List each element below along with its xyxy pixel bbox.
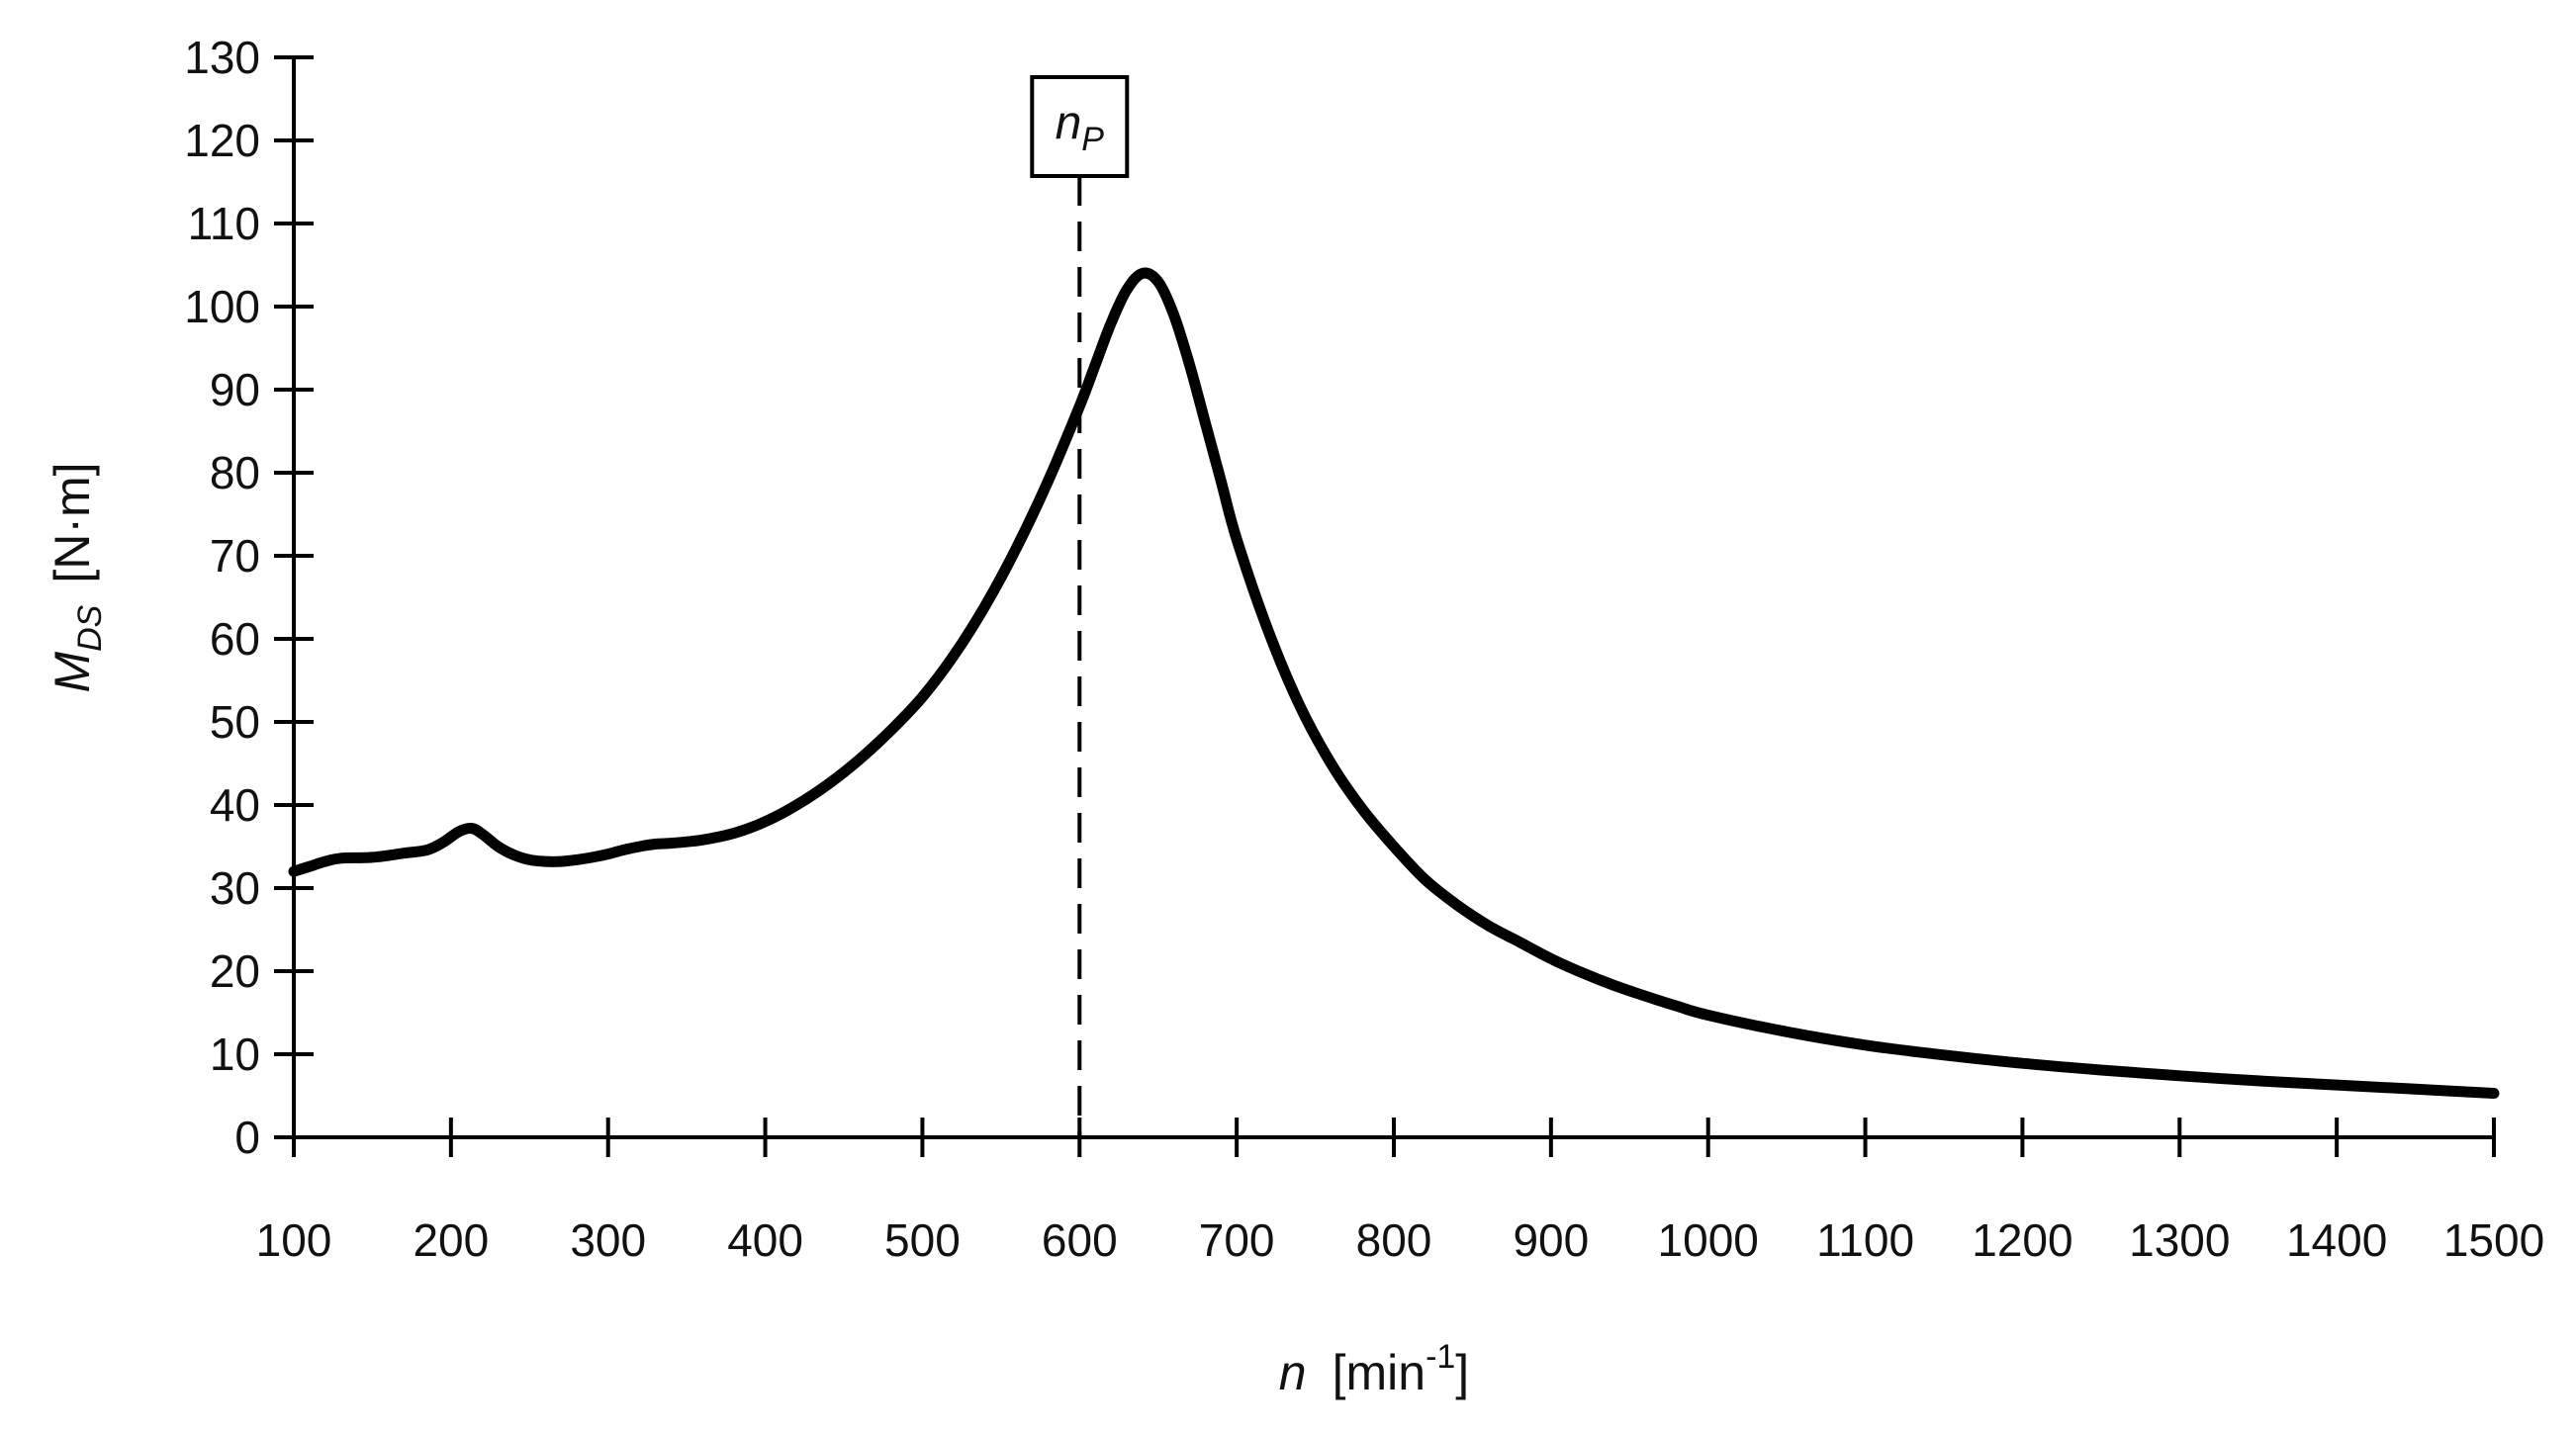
y-tick-label: 10 (210, 1029, 260, 1080)
x-tick-label: 100 (256, 1214, 332, 1266)
x-tick-label: 800 (1356, 1214, 1432, 1266)
np-marker-box (1030, 75, 1130, 178)
x-tick-label: 1300 (2129, 1214, 2230, 1266)
x-axis-unit-close: ] (1455, 1345, 1469, 1400)
x-axis-unit-sup: -1 (1426, 1338, 1455, 1376)
x-tick-label: 700 (1199, 1214, 1275, 1266)
x-tick-label: 1400 (2286, 1214, 2387, 1266)
np-marker-sub: P (1081, 121, 1104, 158)
np-marker-var: n (1056, 97, 1082, 149)
x-axis-unit: [min (1333, 1345, 1426, 1400)
x-tick-label: 1000 (1658, 1214, 1759, 1266)
y-tick-label: 60 (210, 613, 260, 665)
x-tick-label: 1200 (1972, 1214, 2072, 1266)
x-axis-var: n (1279, 1345, 1307, 1400)
y-tick-label: 50 (210, 696, 260, 748)
x-axis-ticks: 100 200 300 400 500 600 700 800 900 1000 1100 1200 1… (256, 1118, 2544, 1266)
y-axis-sub: DS (71, 604, 109, 652)
y-tick-label: 20 (210, 945, 260, 997)
y-axis-unit: [N·m] (45, 462, 100, 582)
y-tick-label: 0 (234, 1112, 260, 1163)
x-tick-label: 200 (413, 1214, 489, 1266)
y-tick-label: 110 (188, 198, 260, 249)
y-tick-label: 30 (210, 862, 260, 914)
y-tick-label: 80 (210, 447, 260, 498)
x-tick-label: 500 (884, 1214, 961, 1266)
y-axis-title: MDS [N·m] (45, 462, 109, 692)
y-tick-label: 40 (210, 779, 260, 831)
y-tick-label: 100 (184, 281, 260, 332)
y-tick-label: 70 (210, 530, 260, 582)
y-axis-var: M (45, 652, 100, 693)
np-marker-label: nP (1056, 97, 1105, 158)
x-tick-label: 900 (1513, 1214, 1589, 1266)
x-tick-label: 600 (1042, 1214, 1118, 1266)
x-tick-label: 400 (727, 1214, 803, 1266)
series-line-mds (288, 267, 2500, 1099)
y-tick-label: 130 (184, 32, 260, 83)
x-axis-title: n [min-1] (1279, 1338, 1469, 1400)
x-tick-label: 300 (570, 1214, 646, 1266)
x-tick-label: 1100 (1816, 1214, 1914, 1266)
y-tick-label: 90 (210, 364, 260, 415)
y-tick-label: 120 (184, 115, 260, 166)
x-tick-label: 1500 (2443, 1214, 2544, 1266)
